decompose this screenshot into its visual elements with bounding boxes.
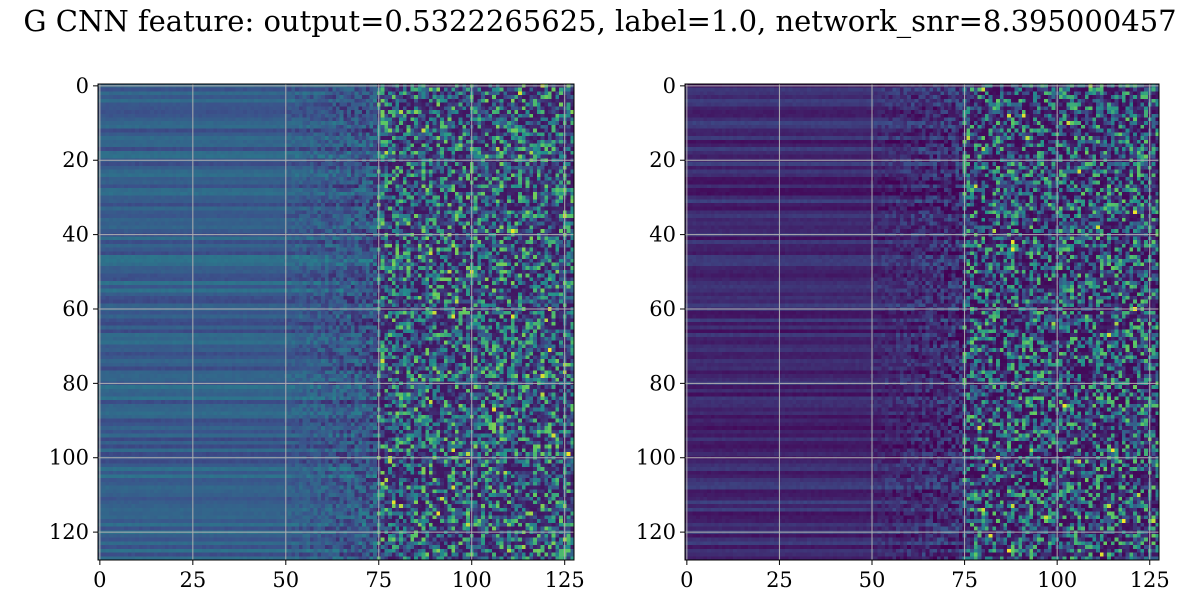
x-tick-label: 50 — [272, 568, 299, 592]
x-tick-label: 0 — [93, 568, 106, 592]
y-tick-label: 80 — [62, 371, 89, 395]
heatmap-panel-left: 0 25 50 75 100 125 0 20 40 60 80 100 120 — [49, 74, 585, 592]
y-tick-label: 100 — [636, 446, 676, 470]
y-tick-label: 100 — [49, 446, 89, 470]
y-tick-label: 80 — [649, 371, 676, 395]
y-tick-label: 0 — [76, 74, 89, 98]
x-tick-label: 100 — [1037, 568, 1077, 592]
y-tick-label: 20 — [649, 148, 676, 172]
heatmap-cells — [98, 84, 574, 560]
x-tick-label: 75 — [951, 568, 978, 592]
y-tick-label: 0 — [663, 74, 676, 98]
heatmap-cells — [685, 84, 1159, 560]
x-tick-label: 25 — [766, 568, 793, 592]
x-tick-label: 100 — [452, 568, 492, 592]
y-tick-label: 40 — [62, 223, 89, 247]
heatmap-panel-right: 0 25 50 75 100 125 0 20 40 60 80 100 120 — [636, 74, 1170, 592]
x-tick-label: 0 — [680, 568, 693, 592]
x-tick-label: 25 — [179, 568, 206, 592]
y-tick-label: 120 — [49, 520, 89, 544]
y-tick-label: 120 — [636, 520, 676, 544]
y-tick-label: 40 — [649, 223, 676, 247]
y-tick-label: 60 — [62, 297, 89, 321]
x-tick-label: 125 — [1130, 568, 1170, 592]
x-tick-label: 125 — [545, 568, 585, 592]
y-tick-label: 60 — [649, 297, 676, 321]
y-tick-label: 20 — [62, 148, 89, 172]
x-tick-label: 50 — [859, 568, 886, 592]
x-tick-label: 75 — [365, 568, 392, 592]
